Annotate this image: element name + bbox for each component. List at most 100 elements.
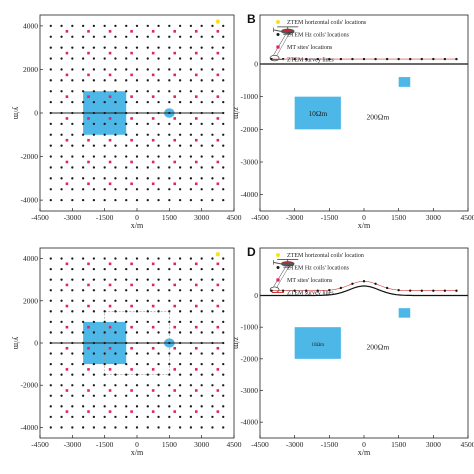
legend-yellow-dot [276, 20, 280, 24]
hz-coil-dot [125, 57, 128, 60]
y-tick-label: -4000 [21, 423, 39, 432]
x-tick-label: -4500 [251, 440, 269, 449]
hz-coil-dot [81, 177, 85, 180]
hz-coil-dot [211, 352, 214, 355]
hz-coil-dot [211, 79, 214, 82]
hz-coil-dot [189, 144, 193, 147]
hz-coil-dot [293, 57, 296, 61]
hz-coil-dot [200, 90, 203, 93]
hz-coil-dot [60, 299, 63, 302]
hz-coil-dot [125, 133, 128, 136]
hz-coil-dot [125, 373, 128, 376]
hz-coil-dot [211, 155, 214, 158]
tow-cable [276, 266, 289, 288]
hz-coil-dot [92, 278, 96, 281]
hz-coil-dot [60, 320, 63, 324]
hz-coil-dot [114, 122, 117, 126]
hz-coil-dot [222, 384, 225, 387]
hz-coil-dot [178, 133, 182, 136]
hz-coil-dot [60, 144, 63, 147]
hz-coil-dot [222, 100, 225, 104]
hz-coil-dot [92, 155, 96, 158]
legend-black-dot [276, 33, 280, 36]
hz-coil-dot [125, 111, 128, 115]
hz-coil-dot [71, 144, 74, 147]
hz-coil-dot [178, 373, 182, 376]
hz-coil-dot [114, 257, 117, 260]
hz-coil-dot [178, 405, 182, 408]
mt-site [216, 410, 220, 413]
hz-coil-dot [178, 35, 182, 38]
mt-site [108, 182, 112, 186]
hz-coil-dot [222, 341, 225, 345]
mt-site [108, 117, 112, 120]
mt-site [151, 304, 155, 308]
hz-coil-dot [92, 341, 96, 345]
legend-entry: ZTEM horizontal coils' location [287, 253, 364, 259]
hz-coil-dot [71, 198, 74, 202]
mt-site [130, 182, 133, 186]
mt-site [108, 283, 112, 287]
hz-coil-dot [103, 188, 106, 191]
hz-coil-dot [135, 362, 139, 366]
mt-site [108, 346, 112, 350]
hz-coil-dot [189, 257, 193, 260]
x-tick-label: -4500 [31, 213, 49, 222]
hz-coil-dot [168, 24, 171, 28]
hz-coil-dot [351, 57, 354, 61]
hz-coil-dot [60, 57, 63, 60]
hz-coil-dot [103, 198, 106, 202]
hz-coil-dot [189, 384, 193, 387]
mt-site [173, 304, 177, 308]
mt-site [151, 325, 155, 329]
hz-coil-dot [81, 122, 85, 126]
hz-coil-dot [103, 341, 106, 345]
hz-coil-dot [114, 310, 117, 313]
hz-coil-dot [211, 426, 214, 429]
hz-coil-dot [92, 79, 96, 82]
hz-coil-dot [49, 341, 52, 345]
hz-coil-dot [125, 257, 128, 260]
hz-coil-dot [49, 90, 52, 93]
hz-coil-dot [125, 352, 128, 355]
mt-site [65, 30, 69, 33]
legend-entry: ZTEM Hz coils' locations [287, 266, 350, 272]
hz-coil-dot [114, 111, 117, 115]
hz-coil-dot [211, 362, 214, 366]
y-tick-label: -2000 [241, 354, 259, 363]
hz-coil-dot [49, 310, 52, 313]
mt-site [216, 346, 220, 350]
hz-coil-dot [146, 373, 149, 376]
hz-coil-dot [135, 133, 139, 136]
hz-coil-dot [200, 373, 203, 376]
hz-coil-dot [114, 373, 117, 376]
hz-coil-dot [157, 310, 160, 313]
hz-coil-dot [178, 166, 182, 169]
y-tick-label: -2000 [21, 152, 39, 161]
hz-coil-dot [114, 57, 117, 60]
hz-coil-dot [455, 57, 458, 61]
hz-coil-dot [200, 133, 203, 136]
hz-coil-dot [178, 352, 182, 355]
y-tick-label: -1000 [241, 92, 259, 101]
hz-coil-dot [49, 198, 52, 202]
hz-coil-dot [49, 289, 52, 292]
hz-coil-dot [157, 57, 160, 60]
hz-coil-dot [92, 177, 96, 180]
hz-coil-dot [114, 133, 117, 136]
hz-coil-dot [178, 79, 182, 82]
panel-c: -4500 -3000 -1500 0 1500 3000 4500 4000 2000 0 -20… [12, 247, 242, 457]
hz-coil-dot [103, 331, 106, 334]
hz-coil-dot [60, 331, 63, 334]
hz-coil-dot [189, 299, 193, 302]
hz-coil-dot [103, 35, 106, 38]
hz-coil-dot [114, 90, 117, 93]
hz-coil-dot [189, 100, 193, 104]
hz-coil-dot [103, 122, 106, 126]
hz-coil-dot [455, 289, 458, 292]
mt-site [216, 325, 220, 329]
x-tick-label: -1500 [321, 440, 339, 449]
hz-coil-dot [222, 111, 225, 115]
hz-coil-dot [222, 57, 225, 60]
hz-coil-dot [222, 166, 225, 169]
